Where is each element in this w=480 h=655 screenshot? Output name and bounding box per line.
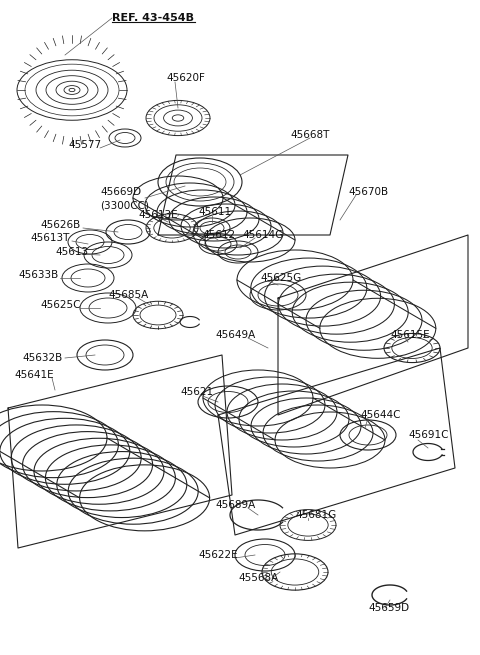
Text: 45577: 45577	[69, 140, 102, 150]
Text: 45659D: 45659D	[368, 603, 409, 613]
Text: 45681G: 45681G	[295, 510, 336, 520]
Text: 45614G: 45614G	[242, 230, 283, 240]
Text: 45613: 45613	[55, 247, 88, 257]
Text: 45568A: 45568A	[238, 573, 278, 583]
Text: 45632B: 45632B	[22, 353, 62, 363]
Text: 45633B: 45633B	[18, 270, 58, 280]
Text: 45641E: 45641E	[14, 370, 54, 380]
Text: 45626B: 45626B	[40, 220, 80, 230]
Text: 45613E: 45613E	[138, 210, 178, 220]
Text: REF. 43-454B: REF. 43-454B	[112, 13, 194, 23]
Text: 45621: 45621	[180, 387, 213, 397]
Text: 45615E: 45615E	[390, 330, 430, 340]
Text: 45622E: 45622E	[198, 550, 238, 560]
Text: (3300CC): (3300CC)	[100, 200, 149, 210]
Text: 45649A: 45649A	[215, 330, 255, 340]
Text: 45612: 45612	[202, 230, 235, 240]
Text: 45625C: 45625C	[40, 300, 81, 310]
Text: 45670B: 45670B	[348, 187, 388, 197]
Text: 45620F: 45620F	[166, 73, 205, 83]
Text: 45668T: 45668T	[290, 130, 329, 140]
Text: 45613T: 45613T	[30, 233, 70, 243]
Text: 45669D: 45669D	[100, 187, 141, 197]
Text: 45611: 45611	[198, 207, 231, 217]
Text: 45625G: 45625G	[260, 273, 301, 283]
Text: 45685A: 45685A	[108, 290, 148, 300]
Text: 45644C: 45644C	[360, 410, 400, 420]
Text: 45691C: 45691C	[408, 430, 448, 440]
Text: 45689A: 45689A	[215, 500, 255, 510]
